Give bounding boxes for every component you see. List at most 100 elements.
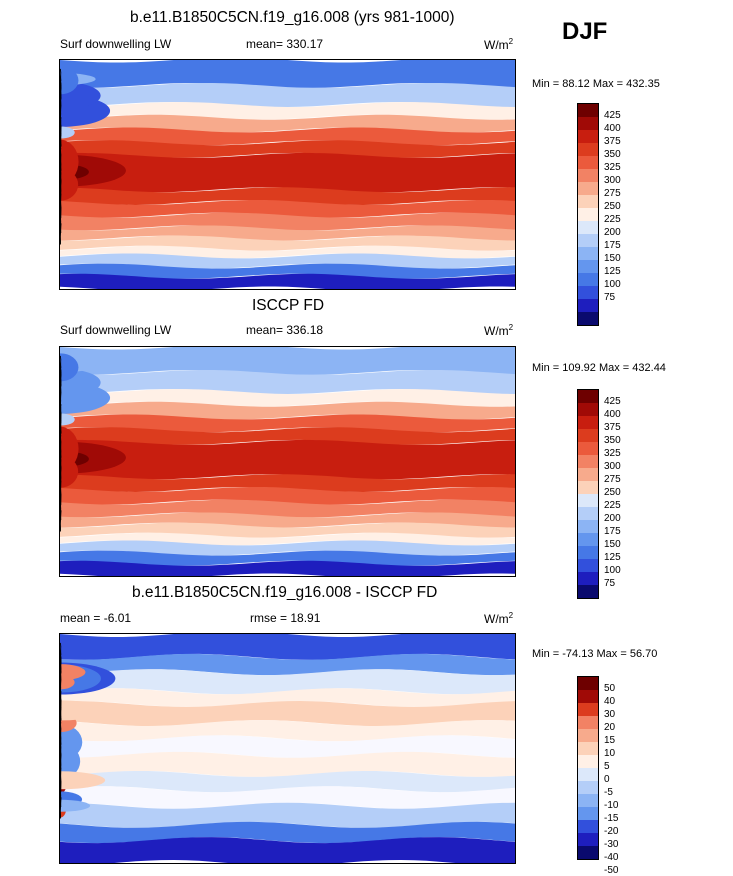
contour-band <box>60 127 515 146</box>
colorbar-swatch <box>578 468 598 481</box>
panel3-colorbar <box>577 676 599 860</box>
colorbar-swatch <box>578 703 598 716</box>
colorbar-swatch <box>578 559 598 572</box>
contour-band <box>60 751 515 777</box>
colorbar-swatch <box>578 794 598 807</box>
colorbar-swatch <box>578 169 598 182</box>
colorbar-tick-label: 30 <box>604 709 616 720</box>
colorbar-tick-label: 350 <box>604 149 621 160</box>
contour-patch <box>60 771 106 790</box>
colorbar-tick-label: 375 <box>604 422 621 433</box>
colorbar-swatch <box>578 221 598 234</box>
colorbar-swatch <box>578 247 598 260</box>
colorbar-swatch <box>578 104 598 117</box>
colorbar-tick-label: 20 <box>604 722 616 733</box>
colorbar-tick-label: 250 <box>604 201 621 212</box>
coastline <box>60 462 62 475</box>
colorbar-tick-label: 225 <box>604 214 621 225</box>
coastline <box>60 369 62 383</box>
colorbar-tick-label: 275 <box>604 474 621 485</box>
panel2-map <box>59 346 516 577</box>
coastline <box>60 404 62 423</box>
colorbar-swatch <box>578 781 598 794</box>
colorbar-swatch <box>578 416 598 429</box>
coastline <box>60 117 62 136</box>
panel1-colorbar <box>577 103 599 326</box>
colorbar-swatch <box>578 807 598 820</box>
colorbar-tick-label: 150 <box>604 539 621 550</box>
colorbar-tick-label: 100 <box>604 565 621 576</box>
contour-band <box>60 786 515 809</box>
contour-patch <box>60 413 75 426</box>
colorbar-tick-label: 225 <box>604 500 621 511</box>
colorbar-swatch <box>578 442 598 455</box>
contour-band <box>60 522 515 538</box>
contour-band <box>60 235 515 251</box>
colorbar-swatch <box>578 729 598 742</box>
coastline <box>60 795 62 808</box>
contour-patch <box>60 743 81 780</box>
contour-band <box>60 512 515 528</box>
colorbar-tick-label: 200 <box>604 227 621 238</box>
contour-band <box>60 653 515 676</box>
contour-band <box>60 347 515 375</box>
coastline <box>60 82 62 96</box>
panel3-minmax: Min = -74.13 Max = 56.70 <box>532 648 658 660</box>
contour-band <box>60 550 515 566</box>
colorbar-swatch <box>578 494 598 507</box>
colorbar-tick-label: 300 <box>604 461 621 472</box>
contour-patch <box>60 455 79 488</box>
colorbar-tick-label: 125 <box>604 552 621 563</box>
colorbar-tick-label: 0 <box>604 774 610 785</box>
contour-band <box>60 540 515 556</box>
coastline <box>60 656 62 670</box>
colorbar-tick-label: -50 <box>604 865 619 876</box>
colorbar-swatch <box>578 299 598 312</box>
panel3-title: b.e11.B1850C5CN.f19_g16.008 - ISCCP FD <box>132 584 438 601</box>
contour-band <box>60 771 515 793</box>
contour-band <box>60 414 515 433</box>
contour-band <box>60 401 515 420</box>
contour-band <box>60 253 515 269</box>
panel1-title: b.e11.B1850C5CN.f19_g16.008 (yrs 981-100… <box>130 9 455 26</box>
contour-band <box>60 802 515 828</box>
colorbar-swatch <box>578 546 598 559</box>
coastline <box>60 188 62 225</box>
coastline <box>60 175 62 188</box>
colorbar-tick-label: 125 <box>604 266 621 277</box>
contour-patch <box>60 66 79 95</box>
colorbar-tick-label: 5 <box>604 761 610 772</box>
colorbar-tick-label: 350 <box>604 435 621 446</box>
colorbar-swatch <box>578 390 598 403</box>
colorbar-tick-label: 250 <box>604 487 621 498</box>
coastline <box>60 508 62 521</box>
panel1-map <box>59 59 516 290</box>
contour-band <box>60 735 515 758</box>
contour-band <box>60 187 515 205</box>
contour-patch <box>60 353 79 382</box>
contour-patch <box>60 675 75 690</box>
colorbar-tick-label: -30 <box>604 839 619 850</box>
colorbar-swatch <box>578 286 598 299</box>
colorbar-swatch <box>578 312 598 325</box>
contour-patch <box>60 799 91 812</box>
panel2-variable: Surf downwelling LW <box>60 323 172 337</box>
colorbar-swatch <box>578 677 598 690</box>
coastline <box>60 193 62 207</box>
colorbar-tick-label: 200 <box>604 513 621 524</box>
colorbar-tick-label: 15 <box>604 735 616 746</box>
contour-band <box>60 669 515 695</box>
coastline <box>60 475 62 512</box>
colorbar-swatch <box>578 520 598 533</box>
contour-band <box>60 60 515 88</box>
colorbar-tick-label: 150 <box>604 253 621 264</box>
colorbar-tick-label: 275 <box>604 188 621 199</box>
contour-band <box>60 370 515 394</box>
contour-band <box>60 200 515 218</box>
colorbar-swatch <box>578 820 598 833</box>
contour-band <box>60 212 515 231</box>
panel1-minmax: Min = 88.12 Max = 432.35 <box>532 78 660 90</box>
colorbar-tick-label: 375 <box>604 136 621 147</box>
coastline <box>60 691 62 710</box>
contour-band <box>60 474 515 492</box>
